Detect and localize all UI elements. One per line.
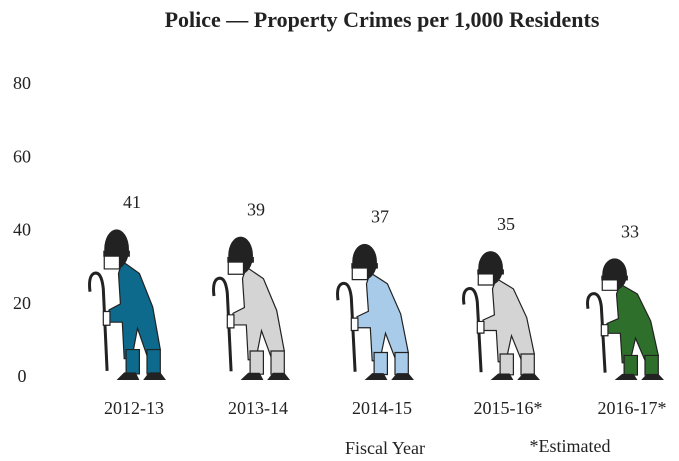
leg [271,351,284,374]
shoe [491,373,514,380]
y-tick-label: 80 [13,73,31,93]
leg [624,355,637,375]
leg [395,352,408,374]
chart: Police — Property Crimes per 1,000 Resid… [0,0,679,461]
y-tick-label: 60 [13,146,31,166]
mask [351,263,378,269]
x-axis-label: Fiscal Year [345,438,425,458]
leg [250,351,263,374]
chart-title: Police — Property Crimes per 1,000 Resid… [165,7,600,32]
coat [607,284,658,363]
shoe [241,373,264,380]
leg [500,354,513,375]
x-tick-label: 2016-17* [598,398,667,418]
value-label: 41 [123,192,141,212]
y-tick-label: 20 [13,293,31,313]
shoe [117,372,140,380]
leg [374,352,387,374]
hand [601,325,608,336]
figure [214,237,290,380]
leg [126,350,139,374]
shoe [365,373,388,380]
value-label: 35 [497,214,515,234]
y-tick-label: 40 [13,220,31,240]
hand [477,321,484,333]
note: *Estimated [530,436,611,456]
hand [103,312,110,326]
x-tick-label: 2013-14 [228,398,288,418]
leg [147,350,160,374]
hand [351,318,358,330]
coat [233,267,284,360]
mask [601,276,628,281]
figure [338,244,414,380]
y-tick-label: 0 [18,366,27,386]
leg [521,354,534,375]
shoe [615,374,638,380]
value-label: 33 [621,221,639,241]
value-label: 37 [371,207,389,227]
coat [109,261,160,358]
figure [588,258,664,380]
hand [227,315,234,328]
figure [90,229,166,380]
value-label: 39 [247,199,265,219]
x-tick-label: 2015-16* [474,398,543,418]
coat [483,278,534,361]
coat [357,273,408,361]
mask [103,251,130,257]
mask [477,269,504,274]
x-tick-label: 2012-13 [104,398,164,418]
figure [464,251,540,380]
x-tick-label: 2014-15 [352,398,412,418]
leg [645,355,658,375]
mask [227,257,254,263]
